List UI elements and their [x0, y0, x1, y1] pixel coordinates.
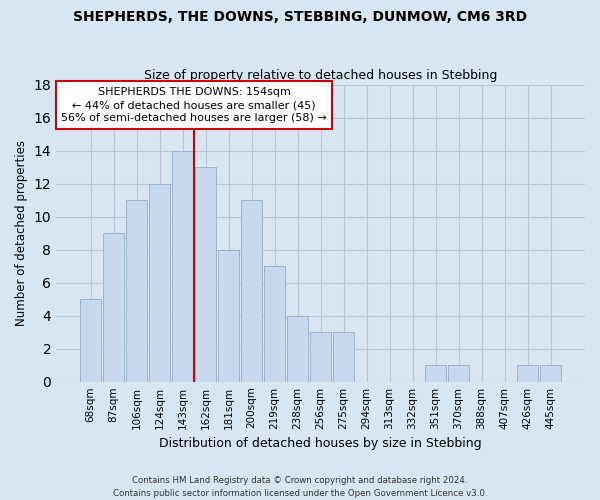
Bar: [172, 150, 193, 382]
Bar: [264, 266, 285, 382]
Bar: [517, 365, 538, 382]
Bar: [103, 233, 124, 382]
Bar: [80, 299, 101, 382]
Bar: [218, 250, 239, 382]
Bar: [540, 365, 561, 382]
Bar: [425, 365, 446, 382]
Bar: [287, 316, 308, 382]
Bar: [149, 184, 170, 382]
Bar: [195, 167, 216, 382]
Bar: [448, 365, 469, 382]
Title: Size of property relative to detached houses in Stebbing: Size of property relative to detached ho…: [144, 69, 497, 82]
Text: SHEPHERDS THE DOWNS: 154sqm
← 44% of detached houses are smaller (45)
56% of sem: SHEPHERDS THE DOWNS: 154sqm ← 44% of det…: [61, 87, 327, 124]
Bar: [241, 200, 262, 382]
Text: SHEPHERDS, THE DOWNS, STEBBING, DUNMOW, CM6 3RD: SHEPHERDS, THE DOWNS, STEBBING, DUNMOW, …: [73, 10, 527, 24]
Bar: [333, 332, 354, 382]
Bar: [310, 332, 331, 382]
Y-axis label: Number of detached properties: Number of detached properties: [15, 140, 28, 326]
Bar: [126, 200, 147, 382]
Text: Contains HM Land Registry data © Crown copyright and database right 2024.
Contai: Contains HM Land Registry data © Crown c…: [113, 476, 487, 498]
X-axis label: Distribution of detached houses by size in Stebbing: Distribution of detached houses by size …: [159, 437, 482, 450]
